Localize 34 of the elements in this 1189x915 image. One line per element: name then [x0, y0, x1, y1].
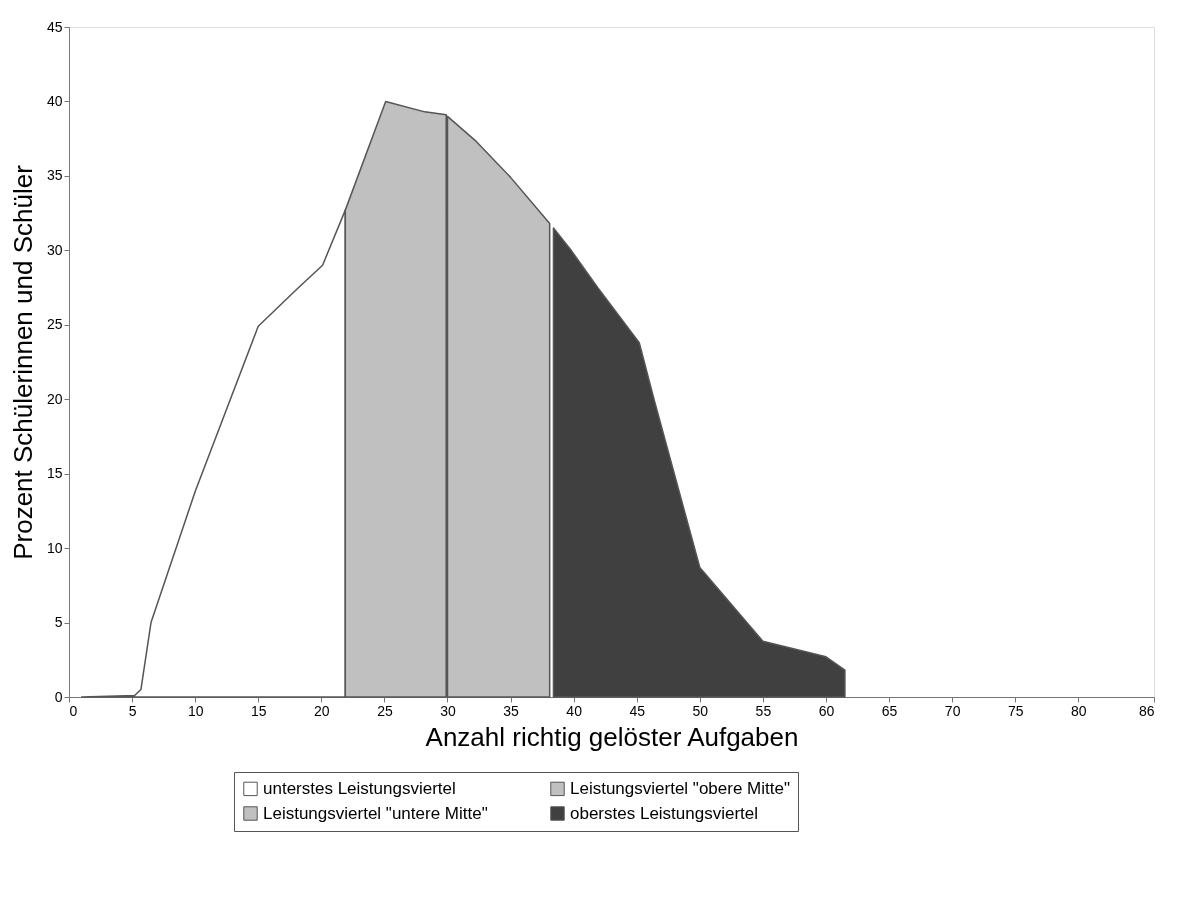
y-tick-label: 25: [46, 316, 63, 333]
y-tick-label: 0: [54, 688, 63, 705]
x-axis-title: Anzahl richtig gelöster Aufgaben: [425, 721, 799, 752]
y-axis-title: Prozent Schülerinnen und Schüler: [7, 164, 38, 560]
y-tick-label: 15: [46, 465, 63, 482]
x-tick-label: 0: [69, 702, 78, 719]
legend-label: oberstes Leistungsviertel: [570, 803, 759, 823]
x-tick-label: 5: [128, 702, 137, 719]
x-tick-label: 40: [566, 702, 583, 719]
x-tick-label: 80: [1071, 702, 1087, 719]
x-tick-label: 45: [629, 702, 646, 719]
x-tick-label: 10: [187, 702, 204, 719]
x-tick-label: 30: [440, 702, 456, 719]
x-tick-label: 35: [503, 702, 520, 719]
y-tick-label: 40: [46, 92, 63, 109]
y-tick-label: 35: [46, 167, 63, 184]
x-tick-label: 25: [377, 702, 393, 719]
legend-label: Leistungsviertel "obere Mitte": [570, 778, 790, 798]
x-tick-label: 75: [1007, 702, 1024, 719]
x-tick-label: 65: [881, 702, 898, 719]
x-tick-label: 70: [944, 702, 961, 719]
x-tick-label: 15: [250, 702, 267, 719]
y-tick-label: 30: [46, 241, 63, 258]
y-tick-label: 45: [46, 18, 63, 35]
legend-label: unterstes Leistungsviertel: [263, 778, 456, 798]
x-tick-label: 60: [818, 702, 835, 719]
legend-label: Leistungsviertel "untere Mitte": [263, 803, 488, 823]
y-tick-label: 10: [46, 539, 63, 556]
x-tick-label: 50: [692, 702, 709, 719]
y-tick-label: 20: [46, 390, 63, 407]
x-tick-label: 86: [1138, 702, 1155, 719]
y-tick-label: 5: [54, 614, 63, 631]
x-tick-label: 55: [755, 702, 772, 719]
x-tick-label: 20: [314, 702, 330, 719]
